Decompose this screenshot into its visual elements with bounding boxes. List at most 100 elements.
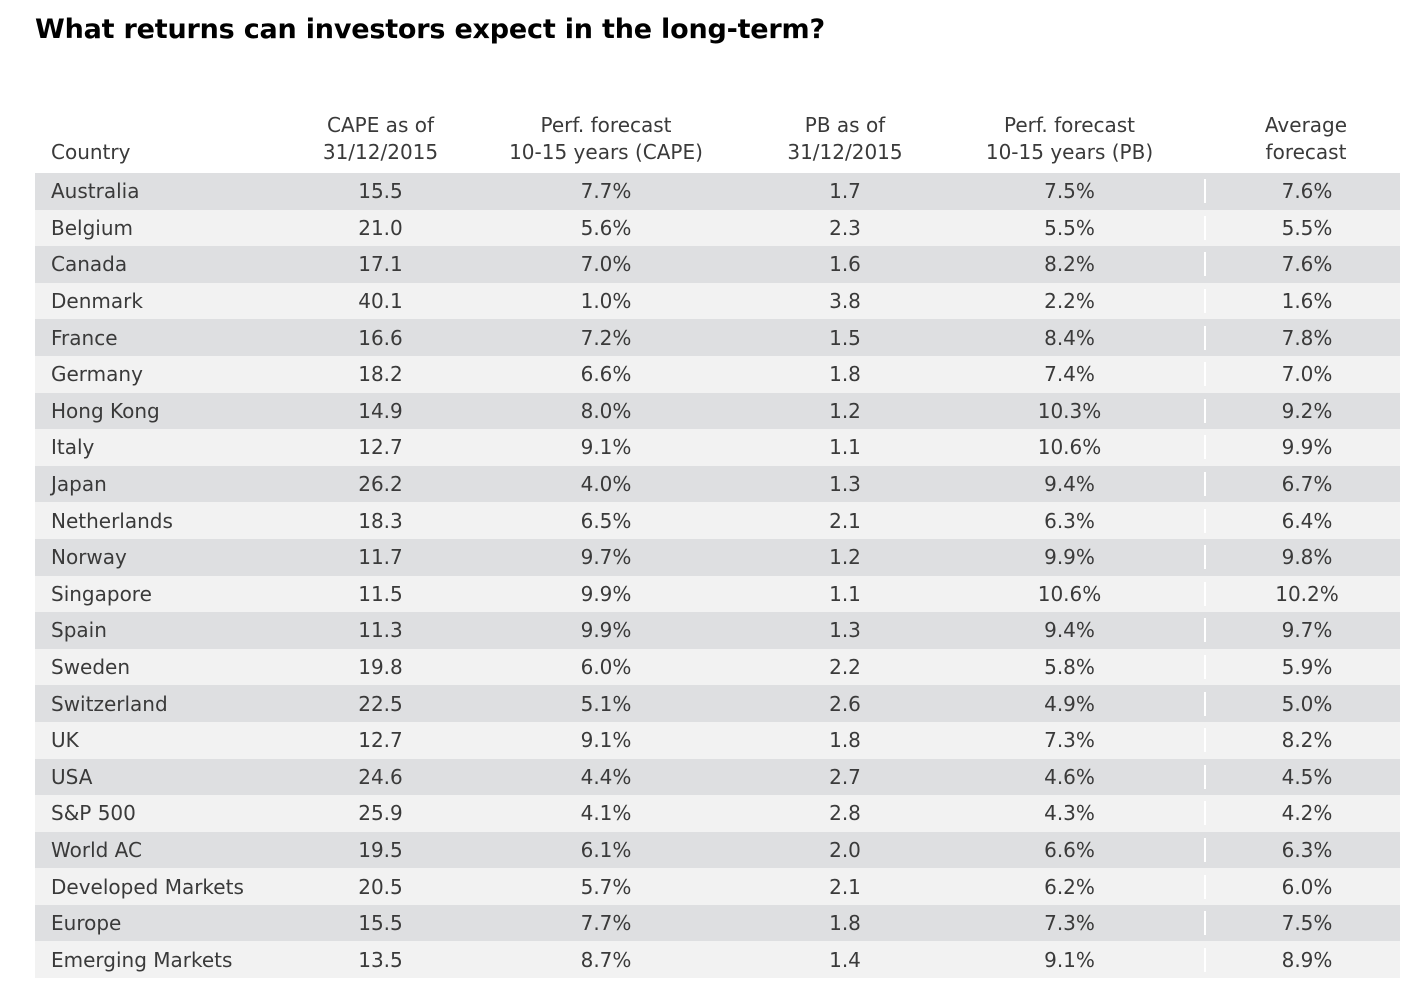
- table-row: Australia 15.5 7.7% 1.7 7.5% 7.6%: [35, 173, 1400, 210]
- cell-country: Developed Markets: [51, 874, 244, 899]
- cell-cape: 16.6: [358, 325, 403, 350]
- cell-country: Spain: [51, 618, 107, 643]
- cell-cape-forecast: 6.1%: [580, 837, 632, 862]
- table-row: Hong Kong 14.9 8.0% 1.2 10.3% 9.2%: [35, 392, 1400, 430]
- column-header-line: 31/12/2015: [322, 140, 439, 164]
- cell-cape: 11.5: [358, 581, 403, 606]
- table-body: Australia 15.5 7.7% 1.7 7.5% 7.6% Belgium 21.0 5…: [35, 173, 1400, 979]
- cell-pb: 1.2: [829, 545, 861, 570]
- cell-cape: 19.5: [358, 837, 403, 862]
- cell-country: World AC: [51, 837, 142, 862]
- cell-pb-forecast: 4.3%: [1044, 801, 1095, 826]
- column-header-line: PB as of: [804, 113, 886, 137]
- cell-cape-forecast: 9.1%: [580, 728, 632, 753]
- cell-average-forecast: 6.4%: [1204, 508, 1400, 533]
- cell-pb: 1.8: [829, 911, 861, 936]
- table-row: USA 24.6 4.4% 2.7 4.6% 4.5%: [35, 758, 1400, 796]
- cell-average-forecast: 5.5%: [1204, 215, 1400, 240]
- table-row: Japan 26.2 4.0% 1.3 9.4% 6.7%: [35, 465, 1400, 503]
- cell-cape: 12.7: [358, 728, 403, 753]
- cell-country: Switzerland: [51, 691, 168, 716]
- cell-pb-forecast: 6.2%: [1044, 874, 1095, 899]
- table-row: S&P 500 25.9 4.1% 2.8 4.3% 4.2%: [35, 795, 1400, 832]
- cell-average-forecast: 9.9%: [1204, 435, 1400, 460]
- column-header-pb: PB as of 31/12/2015: [755, 112, 935, 173]
- cell-cape: 22.5: [358, 691, 403, 716]
- cell-pb-forecast: 6.6%: [1044, 837, 1095, 862]
- cell-cape-forecast: 4.1%: [580, 801, 632, 826]
- table-row: France 16.6 7.2% 1.5 8.4% 7.8%: [35, 319, 1400, 356]
- cell-average-forecast: 6.3%: [1204, 837, 1400, 862]
- table-row: Developed Markets 20.5 5.7% 2.1 6.2% 6.0%: [35, 868, 1400, 905]
- table-row: Germany 18.2 6.6% 1.8 7.4% 7.0%: [35, 355, 1400, 393]
- cell-cape: 18.2: [358, 362, 403, 387]
- cell-cape: 14.9: [358, 398, 403, 423]
- page-title: What returns can investors expect in the…: [35, 14, 825, 45]
- cell-cape-forecast: 9.7%: [580, 545, 632, 570]
- column-header-line: Perf. forecast: [1003, 113, 1136, 137]
- cell-pb: 1.4: [829, 947, 861, 972]
- cell-country: USA: [51, 764, 93, 789]
- cell-average-forecast: 7.8%: [1204, 325, 1400, 350]
- cell-country: Canada: [51, 252, 128, 277]
- cell-country: Australia: [51, 179, 140, 204]
- column-header-country: Country: [35, 139, 304, 173]
- cell-average-forecast: 5.9%: [1204, 655, 1400, 680]
- cell-cape: 15.5: [358, 179, 403, 204]
- cell-pb-forecast: 2.2%: [1044, 289, 1095, 314]
- cell-pb: 1.1: [829, 435, 861, 460]
- cell-country: Netherlands: [51, 508, 173, 533]
- cell-cape: 40.1: [358, 289, 403, 314]
- column-header-line: forecast: [1265, 140, 1347, 164]
- cell-country: S&P 500: [51, 801, 136, 826]
- table-row: Emerging Markets 13.5 8.7% 1.4 9.1% 8.9%: [35, 941, 1400, 979]
- cell-cape-forecast: 9.9%: [580, 618, 632, 643]
- table-row: Denmark 40.1 1.0% 3.8 2.2% 1.6%: [35, 282, 1400, 320]
- table-row: Europe 15.5 7.7% 1.8 7.3% 7.5%: [35, 904, 1400, 942]
- cell-pb-forecast: 4.9%: [1044, 691, 1095, 716]
- cell-cape: 17.1: [358, 252, 403, 277]
- cell-country: Japan: [51, 472, 107, 497]
- cell-country: Hong Kong: [51, 398, 160, 423]
- table-row: Canada 17.1 7.0% 1.6 8.2% 7.6%: [35, 246, 1400, 283]
- column-header-line: Average: [1264, 113, 1348, 137]
- cell-average-forecast: 4.5%: [1204, 764, 1400, 789]
- table-header: Country CAPE as of 31/12/2015 Perf. fore…: [35, 100, 1400, 173]
- cell-cape: 20.5: [358, 874, 403, 899]
- cell-pb-forecast: 5.5%: [1044, 215, 1095, 240]
- cell-pb-forecast: 4.6%: [1044, 764, 1095, 789]
- column-header-line: Perf. forecast: [540, 113, 672, 137]
- cell-cape-forecast: 9.9%: [580, 581, 632, 606]
- cell-cape-forecast: 7.0%: [580, 252, 632, 277]
- cell-pb: 2.8: [829, 801, 861, 826]
- cell-country: Emerging Markets: [51, 947, 233, 972]
- cell-cape: 25.9: [358, 801, 403, 826]
- cell-country: Singapore: [51, 581, 152, 606]
- cell-pb-forecast: 5.8%: [1044, 655, 1095, 680]
- cell-average-forecast: 5.0%: [1204, 691, 1400, 716]
- cell-average-forecast: 4.2%: [1204, 801, 1400, 826]
- cell-pb: 1.1: [829, 581, 861, 606]
- cell-pb-forecast: 8.2%: [1044, 252, 1095, 277]
- cell-cape-forecast: 7.7%: [580, 179, 632, 204]
- column-header-line: 31/12/2015: [787, 140, 903, 164]
- cell-cape-forecast: 5.6%: [580, 215, 632, 240]
- cell-pb-forecast: 8.4%: [1044, 325, 1095, 350]
- cell-pb-forecast: 9.4%: [1044, 618, 1095, 643]
- cell-cape: 12.7: [358, 435, 403, 460]
- column-header-pb-forecast: Perf. forecast 10-15 years (PB): [935, 112, 1204, 173]
- cell-cape-forecast: 9.1%: [580, 435, 632, 460]
- cell-country: UK: [51, 728, 79, 753]
- cell-average-forecast: 1.6%: [1204, 289, 1400, 314]
- cell-average-forecast: 8.9%: [1204, 947, 1400, 972]
- cell-average-forecast: 9.7%: [1204, 618, 1400, 643]
- cell-pb: 1.5: [829, 325, 861, 350]
- column-header-line: 10-15 years (PB): [985, 140, 1154, 164]
- cell-cape-forecast: 5.1%: [580, 691, 632, 716]
- cell-cape-forecast: 1.0%: [580, 289, 632, 314]
- column-header-line: 10-15 years (CAPE): [509, 140, 703, 164]
- column-header-cape-forecast: Perf. forecast 10-15 years (CAPE): [457, 112, 755, 173]
- cell-cape-forecast: 6.5%: [580, 508, 632, 533]
- cell-pb: 1.3: [829, 472, 861, 497]
- cell-average-forecast: 7.0%: [1204, 362, 1400, 387]
